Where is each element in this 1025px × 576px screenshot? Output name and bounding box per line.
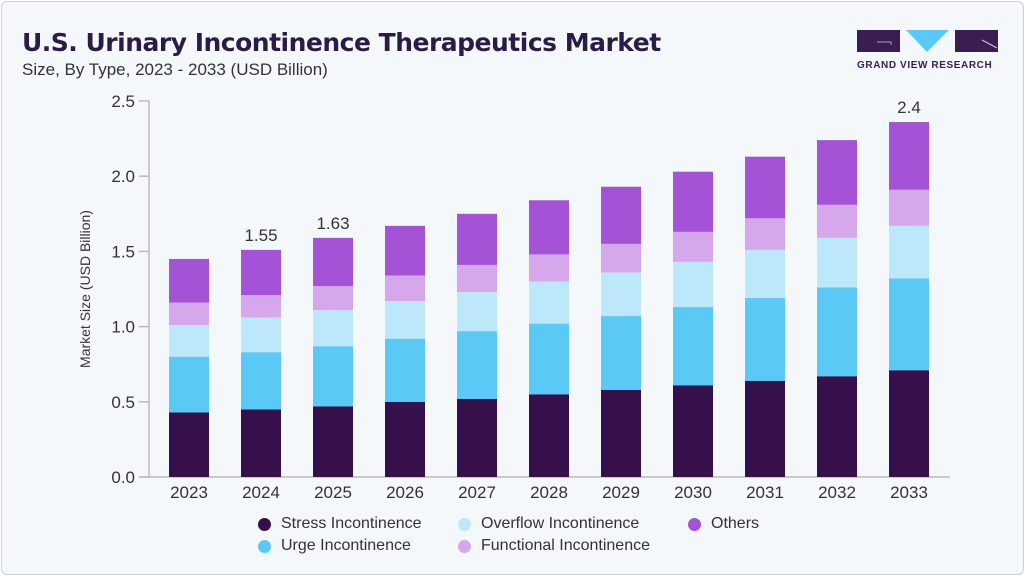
legend-item: Functional Incontinence bbox=[458, 537, 688, 555]
legend-label: Urge Incontinence bbox=[281, 537, 411, 554]
bar-segment-urge-incontinence-2032 bbox=[817, 287, 857, 377]
bar-segment-others-2027 bbox=[457, 213, 497, 265]
legend-swatch bbox=[458, 517, 471, 531]
x-tick-label: 2033 bbox=[890, 483, 928, 502]
legend-item: Urge Incontinence bbox=[258, 537, 458, 555]
x-tick-label: 2028 bbox=[530, 483, 568, 502]
x-tick-label: 2024 bbox=[242, 483, 280, 502]
bar-segment-overflow-incontinence-2024 bbox=[241, 317, 281, 353]
legend-label: Overflow Incontinence bbox=[481, 515, 640, 532]
legend-swatch bbox=[458, 539, 471, 553]
bar-segment-functional-incontinence-2029 bbox=[601, 243, 641, 273]
bar-segment-urge-incontinence-2027 bbox=[457, 331, 497, 399]
bar-segment-functional-incontinence-2032 bbox=[817, 204, 857, 238]
legend-swatch bbox=[688, 517, 701, 531]
bar-segment-urge-incontinence-2029 bbox=[601, 316, 641, 390]
y-tick-label: 1.0 bbox=[111, 318, 135, 337]
bar-segment-overflow-incontinence-2031 bbox=[745, 249, 785, 299]
bar-segment-functional-incontinence-2027 bbox=[457, 264, 497, 293]
bar-segment-functional-incontinence-2024 bbox=[241, 295, 281, 318]
legend-item: Overflow Incontinence bbox=[458, 515, 688, 533]
bar-segment-urge-incontinence-2028 bbox=[529, 323, 569, 395]
bar-segment-stress-incontinence-2023 bbox=[169, 412, 209, 477]
bar-segment-overflow-incontinence-2030 bbox=[673, 261, 713, 308]
y-tick-label: 2.0 bbox=[111, 167, 135, 186]
legend-item: Stress Incontinence bbox=[258, 515, 458, 533]
x-tick-label: 2031 bbox=[746, 483, 784, 502]
bar-segment-overflow-incontinence-2032 bbox=[817, 237, 857, 288]
y-tick-label: 0.5 bbox=[111, 393, 135, 412]
x-tick-label: 2032 bbox=[818, 483, 856, 502]
bar-segment-overflow-incontinence-2026 bbox=[385, 301, 425, 339]
bar-segment-stress-incontinence-2029 bbox=[601, 389, 641, 477]
bar-segment-overflow-incontinence-2028 bbox=[529, 281, 569, 324]
chart-subtitle: Size, By Type, 2023 - 2033 (USD Billion) bbox=[22, 60, 328, 79]
x-tick-label: 2025 bbox=[314, 483, 352, 502]
bar-segment-overflow-incontinence-2023 bbox=[169, 325, 209, 357]
bar-segment-stress-incontinence-2028 bbox=[529, 394, 569, 477]
bar-segment-overflow-incontinence-2033 bbox=[889, 225, 929, 279]
bar-segment-others-2024 bbox=[241, 249, 281, 296]
bar-segment-stress-incontinence-2030 bbox=[673, 385, 713, 477]
bar-segment-urge-incontinence-2031 bbox=[745, 298, 785, 381]
x-tick-label: 2029 bbox=[602, 483, 640, 502]
legend-swatch bbox=[258, 517, 271, 531]
bar-segment-stress-incontinence-2031 bbox=[745, 380, 785, 477]
grand-view-research-logo bbox=[857, 30, 998, 52]
data-label: 1.55 bbox=[244, 226, 277, 245]
bar-segment-functional-incontinence-2025 bbox=[313, 285, 353, 311]
bar-segment-stress-incontinence-2024 bbox=[241, 409, 281, 477]
legend-label: Functional Incontinence bbox=[481, 537, 650, 554]
bar-segment-overflow-incontinence-2027 bbox=[457, 292, 497, 332]
data-label: 2.4 bbox=[897, 98, 921, 117]
bar-segment-others-2032 bbox=[817, 140, 857, 205]
x-tick-label: 2026 bbox=[386, 483, 424, 502]
y-tick-label: 0.0 bbox=[111, 468, 135, 487]
bar-segment-stress-incontinence-2027 bbox=[457, 398, 497, 477]
bar-segment-stress-incontinence-2025 bbox=[313, 406, 353, 477]
bar-segment-others-2026 bbox=[385, 225, 425, 276]
bar-segment-functional-incontinence-2028 bbox=[529, 254, 569, 282]
bar-segment-others-2030 bbox=[673, 171, 713, 232]
logo-text: GRAND VIEW RESEARCH bbox=[857, 60, 993, 71]
bar-segment-stress-incontinence-2032 bbox=[817, 376, 857, 477]
bar-segment-overflow-incontinence-2025 bbox=[313, 310, 353, 347]
bar-segment-stress-incontinence-2033 bbox=[889, 370, 929, 477]
bar-segment-others-2029 bbox=[601, 186, 641, 244]
bar-segment-functional-incontinence-2033 bbox=[889, 189, 929, 226]
legend-label: Stress Incontinence bbox=[281, 515, 422, 532]
bar-segment-urge-incontinence-2025 bbox=[313, 346, 353, 407]
bar-segment-functional-incontinence-2031 bbox=[745, 218, 785, 250]
x-tick-label: 2027 bbox=[458, 483, 496, 502]
bar-segment-others-2028 bbox=[529, 200, 569, 255]
bar-segment-urge-incontinence-2033 bbox=[889, 278, 929, 371]
legend-label: Others bbox=[711, 515, 760, 532]
y-tick-label: 1.5 bbox=[111, 242, 135, 261]
bar-segment-others-2025 bbox=[313, 237, 353, 286]
x-tick-label: 2023 bbox=[170, 483, 208, 502]
x-tick-label: 2030 bbox=[674, 483, 712, 502]
bar-segment-urge-incontinence-2030 bbox=[673, 307, 713, 386]
bar-segment-urge-incontinence-2024 bbox=[241, 352, 281, 410]
y-tick-label: 2.5 bbox=[111, 92, 135, 111]
legend-swatch bbox=[258, 539, 271, 553]
bar-segment-functional-incontinence-2026 bbox=[385, 275, 425, 302]
bar-segment-stress-incontinence-2026 bbox=[385, 401, 425, 477]
legend-item: Others bbox=[688, 515, 808, 533]
y-axis-label: Market Size (USD Billion) bbox=[77, 210, 93, 368]
bar-segment-functional-incontinence-2030 bbox=[673, 231, 713, 262]
bar-segment-urge-incontinence-2023 bbox=[169, 356, 209, 413]
bar-segment-others-2033 bbox=[889, 122, 929, 190]
bar-segment-others-2023 bbox=[169, 258, 209, 303]
bar-segment-functional-incontinence-2023 bbox=[169, 302, 209, 326]
chart-title: U.S. Urinary Incontinence Therapeutics M… bbox=[22, 28, 661, 57]
data-label: 1.63 bbox=[316, 214, 349, 233]
bar-segment-others-2031 bbox=[745, 156, 785, 219]
bar-segment-overflow-incontinence-2029 bbox=[601, 272, 641, 317]
legend: Stress Incontinence Overflow Incontinence… bbox=[258, 515, 808, 555]
bar-segment-urge-incontinence-2026 bbox=[385, 338, 425, 402]
